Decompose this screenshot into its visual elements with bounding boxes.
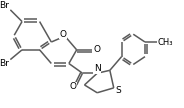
- Text: Br: Br: [0, 1, 9, 10]
- Text: O: O: [69, 82, 76, 91]
- Text: CH₃: CH₃: [158, 37, 173, 47]
- Text: O: O: [94, 45, 101, 54]
- Text: O: O: [59, 30, 67, 39]
- Text: N: N: [94, 64, 100, 73]
- Text: S: S: [116, 86, 121, 95]
- Text: Br: Br: [0, 59, 9, 68]
